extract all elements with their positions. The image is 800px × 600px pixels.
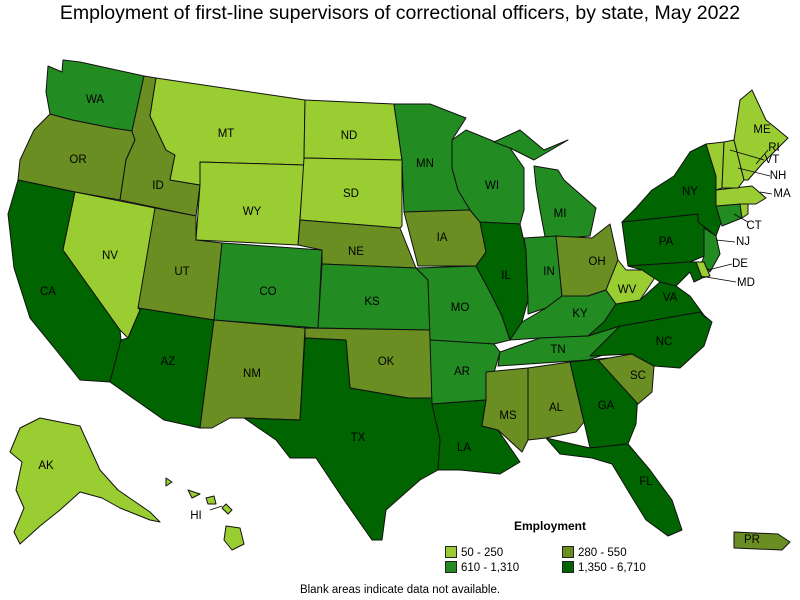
state-label-or: OR bbox=[69, 154, 86, 166]
state-label-ri: RI bbox=[768, 142, 780, 154]
state-label-vt: VT bbox=[765, 154, 780, 166]
state-label-wa: WA bbox=[86, 94, 104, 106]
state-nh[interactable] bbox=[721, 139, 745, 189]
state-label-wi: WI bbox=[485, 180, 499, 192]
leader-line-md bbox=[699, 275, 737, 283]
state-label-ca: CA bbox=[40, 286, 56, 298]
state-label-sc: SC bbox=[630, 370, 646, 382]
state-label-nv: NV bbox=[102, 250, 118, 262]
data-availability-note: Blank areas indicate data not available. bbox=[299, 584, 501, 596]
state-label-fl: FL bbox=[639, 476, 653, 488]
state-label-mt: MT bbox=[218, 128, 235, 140]
state-md[interactable] bbox=[627, 261, 703, 287]
state-vt[interactable] bbox=[705, 141, 725, 191]
state-label-pr: PR bbox=[744, 534, 760, 546]
legend-label-1: 50 - 250 bbox=[461, 547, 504, 559]
state-label-in: IN bbox=[543, 266, 555, 278]
state-label-ct: CT bbox=[746, 220, 761, 232]
state-label-sd: SD bbox=[343, 188, 359, 200]
legend-item-bin-1: 50 - 250 bbox=[445, 546, 503, 560]
leader-line-nj bbox=[715, 239, 736, 243]
state-label-mi: MI bbox=[554, 208, 567, 220]
state-label-va: VA bbox=[663, 292, 678, 304]
state-ri[interactable] bbox=[739, 203, 749, 219]
legend-label-4: 1,350 - 6,710 bbox=[578, 562, 646, 574]
state-ma[interactable] bbox=[715, 185, 767, 207]
state-label-ne: NE bbox=[348, 246, 364, 258]
state-label-tn: TN bbox=[550, 344, 565, 356]
state-label-md: MD bbox=[737, 277, 755, 289]
leader-line-vt bbox=[729, 149, 765, 161]
state-label-oh: OH bbox=[588, 256, 605, 268]
state-label-nm: NM bbox=[243, 368, 261, 380]
state-label-ga: GA bbox=[598, 400, 615, 412]
state-pr[interactable] bbox=[733, 531, 791, 551]
legend-title: Employment bbox=[513, 519, 586, 533]
state-label-nj: NJ bbox=[736, 236, 750, 248]
leader-line-hi bbox=[209, 505, 223, 511]
state-nm[interactable] bbox=[199, 319, 306, 429]
state-label-hi: HI bbox=[190, 510, 202, 522]
state-label-nd: ND bbox=[341, 130, 358, 142]
state-label-ny: NY bbox=[682, 186, 698, 198]
legend-item-bin-4: 1,350 - 6,710 bbox=[562, 561, 646, 575]
legend-swatch-2 bbox=[562, 546, 574, 558]
state-hi[interactable] bbox=[165, 477, 245, 551]
legend-swatch-4 bbox=[562, 561, 574, 573]
state-sc[interactable] bbox=[597, 353, 655, 405]
state-wy[interactable] bbox=[195, 161, 305, 246]
state-me[interactable] bbox=[733, 89, 789, 181]
state-label-ia: IA bbox=[437, 232, 448, 244]
state-label-mn: MN bbox=[416, 158, 434, 170]
legend-swatch-1 bbox=[445, 546, 457, 558]
leader-line-de bbox=[707, 263, 733, 271]
state-label-ok: OK bbox=[378, 356, 395, 368]
state-label-il: IL bbox=[501, 270, 511, 282]
state-label-nc: NC bbox=[656, 336, 673, 348]
legend-item-bin-3: 610 - 1,310 bbox=[445, 561, 519, 575]
state-sd[interactable] bbox=[299, 157, 403, 229]
state-label-mo: MO bbox=[451, 302, 470, 314]
legend-label-2: 280 - 550 bbox=[578, 547, 627, 559]
state-tx[interactable] bbox=[243, 337, 441, 541]
state-label-me: ME bbox=[753, 124, 771, 136]
state-label-az: AZ bbox=[161, 356, 176, 368]
state-label-co: CO bbox=[259, 286, 276, 298]
leader-line-ma bbox=[759, 191, 773, 195]
legend-label-3: 610 - 1,310 bbox=[461, 562, 520, 574]
legend-swatch-3 bbox=[445, 561, 457, 573]
state-label-ar: AR bbox=[454, 366, 470, 378]
state-label-id: ID bbox=[152, 180, 164, 192]
leader-line-ri bbox=[755, 149, 769, 165]
state-label-nh: NH bbox=[770, 170, 787, 182]
state-label-tx: TX bbox=[351, 432, 366, 444]
state-label-ak: AK bbox=[38, 460, 54, 472]
state-label-de: DE bbox=[732, 258, 748, 270]
state-label-ma: MA bbox=[773, 188, 791, 200]
state-fl[interactable] bbox=[545, 437, 683, 537]
leader-line-ct bbox=[733, 213, 749, 223]
state-label-wv: WV bbox=[618, 284, 637, 296]
state-label-la: LA bbox=[457, 442, 471, 454]
state-label-pa: PA bbox=[659, 236, 674, 248]
state-label-ks: KS bbox=[364, 296, 380, 308]
state-nj[interactable] bbox=[701, 227, 721, 273]
state-ak[interactable] bbox=[9, 417, 161, 545]
map-title: Employment of first-line supervisors of … bbox=[59, 2, 741, 24]
state-label-ut: UT bbox=[174, 266, 189, 278]
state-label-ky: KY bbox=[572, 308, 588, 320]
state-label-ms: MS bbox=[499, 410, 517, 422]
state-label-wy: WY bbox=[243, 206, 262, 218]
leader-line-nh bbox=[737, 167, 771, 177]
state-label-al: AL bbox=[549, 402, 564, 414]
legend-item-bin-2: 280 - 550 bbox=[562, 546, 627, 560]
